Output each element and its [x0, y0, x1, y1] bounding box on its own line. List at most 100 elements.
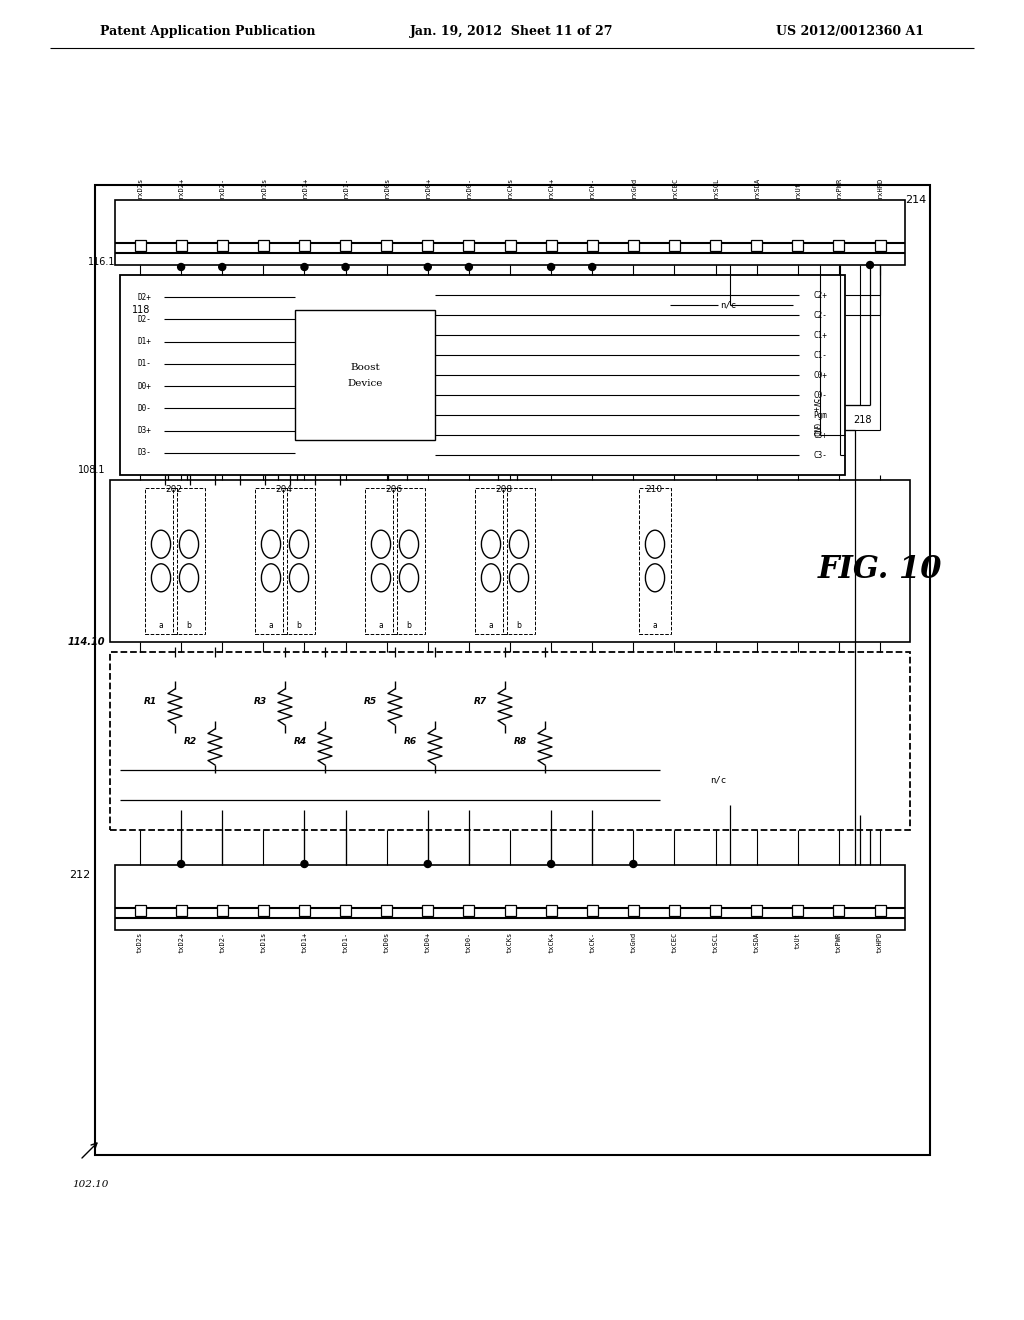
Bar [115, 201, 905, 265]
Text: R4: R4 [294, 738, 307, 747]
Text: 102.10: 102.10 [72, 1180, 109, 1189]
Text: rxPWR: rxPWR [836, 177, 842, 198]
Bar [173, 488, 205, 634]
Bar [381, 239, 392, 251]
Bar [503, 488, 535, 634]
Text: R2: R2 [184, 738, 197, 747]
Text: 218: 218 [853, 414, 871, 425]
Text: 206: 206 [385, 484, 402, 494]
Circle shape [424, 264, 431, 271]
Bar [283, 488, 315, 634]
Text: rxUt: rxUt [795, 181, 801, 198]
Text: txD0s: txD0s [384, 932, 390, 953]
Text: D0-: D0- [138, 404, 152, 413]
Text: C1-: C1- [813, 351, 827, 359]
Text: Device: Device [347, 379, 383, 388]
Text: Patent Application Publication: Patent Application Publication [100, 25, 315, 38]
Bar [669, 904, 680, 916]
Text: 114.10: 114.10 [68, 638, 105, 647]
Bar [95, 185, 930, 1155]
Text: FIG. 10: FIG. 10 [818, 554, 942, 586]
Text: txD1+: txD1+ [301, 932, 307, 953]
Text: 118: 118 [132, 305, 151, 315]
Text: 116.1: 116.1 [87, 257, 115, 267]
Circle shape [301, 861, 308, 867]
Bar [134, 239, 145, 251]
Bar [546, 239, 557, 251]
Bar [475, 488, 507, 634]
Text: rxD0-: rxD0- [466, 177, 472, 198]
Text: rxD2s: rxD2s [137, 177, 143, 198]
Bar [217, 904, 227, 916]
Text: 202: 202 [165, 484, 182, 494]
Bar [145, 488, 177, 634]
Bar [393, 488, 425, 634]
Text: R3: R3 [254, 697, 267, 706]
Bar [669, 239, 680, 251]
Text: b: b [297, 620, 301, 630]
Text: C0+: C0+ [813, 371, 827, 380]
Text: rxCK-: rxCK- [589, 177, 595, 198]
Text: rxD1+: rxD1+ [301, 177, 307, 198]
Circle shape [465, 264, 472, 271]
Text: a: a [379, 620, 383, 630]
Text: C2-: C2- [813, 310, 827, 319]
Text: 204: 204 [275, 484, 292, 494]
Bar [175, 904, 186, 916]
Text: n/c: n/c [720, 301, 736, 309]
Text: txCKs: txCKs [507, 932, 513, 953]
Text: b: b [516, 620, 521, 630]
Bar [120, 275, 845, 475]
Text: rxD1s: rxD1s [260, 177, 266, 198]
Text: D2-: D2- [138, 315, 152, 323]
Circle shape [342, 264, 349, 271]
Bar [217, 239, 227, 251]
Circle shape [589, 264, 596, 271]
Text: txPWR: txPWR [836, 932, 842, 953]
Bar [752, 239, 762, 251]
Text: txCK-: txCK- [589, 932, 595, 953]
Bar [834, 904, 845, 916]
Bar [134, 904, 145, 916]
Text: GND: GND [811, 424, 819, 437]
Bar [546, 904, 557, 916]
Text: a: a [652, 620, 657, 630]
Text: rxGnd: rxGnd [631, 177, 636, 198]
Bar [255, 488, 287, 634]
Text: rxCEC: rxCEC [672, 177, 678, 198]
Text: txD0-: txD0- [466, 932, 472, 953]
Circle shape [630, 861, 637, 867]
Circle shape [424, 861, 431, 867]
Text: D2+: D2+ [138, 293, 152, 302]
Bar [175, 239, 186, 251]
Text: rxD2-: rxD2- [219, 177, 225, 198]
Text: R8: R8 [514, 738, 527, 747]
Circle shape [866, 261, 873, 268]
Bar [874, 239, 886, 251]
Text: rxD2+: rxD2+ [178, 177, 184, 198]
Text: rxHPD: rxHPD [877, 177, 883, 198]
Text: D3+: D3+ [138, 426, 152, 436]
Text: txGnd: txGnd [631, 932, 636, 953]
Text: C1+: C1+ [813, 330, 827, 339]
Text: C2+: C2+ [813, 290, 827, 300]
Text: 208: 208 [495, 484, 512, 494]
Text: rxCKs: rxCKs [507, 177, 513, 198]
Bar [710, 904, 721, 916]
Bar [381, 904, 392, 916]
Text: US 2012/0012360 A1: US 2012/0012360 A1 [776, 25, 924, 38]
Text: txD1s: txD1s [260, 932, 266, 953]
Bar [628, 239, 639, 251]
Text: txCK+: txCK+ [548, 932, 554, 953]
Text: rxD0+: rxD0+ [425, 177, 431, 198]
Text: R5: R5 [364, 697, 377, 706]
Bar [587, 239, 598, 251]
Text: b: b [407, 620, 412, 630]
Text: b: b [186, 620, 191, 630]
Text: 108.1: 108.1 [78, 465, 105, 475]
Text: a: a [159, 620, 164, 630]
Text: 210: 210 [645, 484, 663, 494]
Text: txHPD: txHPD [877, 932, 883, 953]
Text: rxSDA: rxSDA [754, 177, 760, 198]
Bar [464, 239, 474, 251]
